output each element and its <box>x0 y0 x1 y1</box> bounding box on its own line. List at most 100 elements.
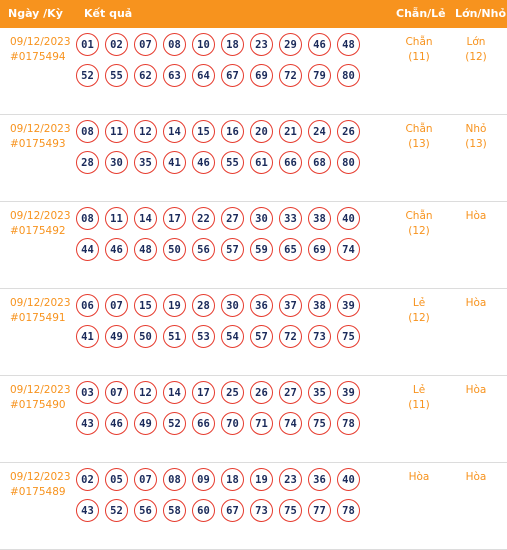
lon-nho-cell: Hòa <box>446 296 506 311</box>
number-ball: 02 <box>76 468 99 491</box>
number-ball: 28 <box>76 151 99 174</box>
number-ball: 10 <box>192 33 215 56</box>
number-ball: 70 <box>221 412 244 435</box>
number-ball: 55 <box>221 151 244 174</box>
table-header: Ngày /Kỳ Kết quả Chẵn/Lẻ Lớn/Nhỏ <box>0 0 507 28</box>
table-row: 09/12/2023 #0175494 01 02 07 08 10 18 23 29 46 48 52… <box>0 28 507 115</box>
number-ball: 25 <box>221 381 244 404</box>
result-numbers: 08 11 12 14 15 16 20 21 24 26 28 30 35 41 46 55 61 66 68 80 <box>76 120 366 174</box>
header-date: Ngày /Kỳ <box>8 7 63 20</box>
number-ball: 35 <box>134 151 157 174</box>
number-ball: 73 <box>308 325 331 348</box>
table-row: 09/12/2023 #0175492 08 11 14 17 22 27 30 33 38 40 44… <box>0 202 507 289</box>
number-ball: 03 <box>76 381 99 404</box>
number-ball: 61 <box>250 151 273 174</box>
number-ball: 57 <box>250 325 273 348</box>
number-ball: 08 <box>76 207 99 230</box>
draw-date: 09/12/2023 <box>10 297 71 309</box>
chan-le-count: (13) <box>408 138 430 150</box>
number-ball: 08 <box>163 33 186 56</box>
chan-le-cell: Chẵn (13) <box>389 122 449 152</box>
number-ball: 67 <box>221 64 244 87</box>
header-chan-le: Chẵn/Lẻ <box>396 7 446 20</box>
number-ball: 27 <box>221 207 244 230</box>
lon-nho-value: Hòa <box>465 384 487 396</box>
result-numbers: 01 02 07 08 10 18 23 29 46 48 52 55 62 63 64 67 69 72 79 80 <box>76 33 366 87</box>
chan-le-count: (12) <box>408 312 430 324</box>
result-numbers: 06 07 15 19 28 30 36 37 38 39 41 49 50 51 53 54 57 72 73 75 <box>76 294 366 348</box>
chan-le-cell: Hòa <box>389 470 449 485</box>
lon-nho-cell: Nhỏ (13) <box>446 122 506 152</box>
number-ball: 78 <box>337 499 360 522</box>
number-ball: 16 <box>221 120 244 143</box>
draw-id: #0175489 <box>10 486 66 498</box>
number-ball: 46 <box>105 412 128 435</box>
lon-nho-value: Hòa <box>465 210 487 222</box>
number-ball: 75 <box>279 499 302 522</box>
chan-le-cell: Chẵn (11) <box>389 35 449 65</box>
number-ball: 39 <box>337 294 360 317</box>
number-ball: 23 <box>250 33 273 56</box>
number-ball: 49 <box>134 412 157 435</box>
draw-date: 09/12/2023 <box>10 384 71 396</box>
number-ball: 26 <box>337 120 360 143</box>
number-ball: 50 <box>134 325 157 348</box>
number-ball: 19 <box>250 468 273 491</box>
number-ball: 07 <box>105 381 128 404</box>
number-ball: 30 <box>105 151 128 174</box>
lon-nho-value: Lớn <box>466 36 486 48</box>
number-ball: 36 <box>250 294 273 317</box>
draw-date: 09/12/2023 <box>10 471 71 483</box>
lon-nho-count: (13) <box>465 138 487 150</box>
number-ball: 48 <box>337 33 360 56</box>
table-row: 09/12/2023 #0175490 03 07 12 14 17 25 26 27 35 39 43… <box>0 376 507 463</box>
chan-le-cell: Lẻ (12) <box>389 296 449 326</box>
number-ball: 40 <box>337 468 360 491</box>
number-ball: 63 <box>163 64 186 87</box>
table-body: 09/12/2023 #0175494 01 02 07 08 10 18 23 29 46 48 52… <box>0 28 507 550</box>
number-ball: 51 <box>163 325 186 348</box>
number-ball: 66 <box>279 151 302 174</box>
number-ball: 41 <box>163 151 186 174</box>
number-ball: 07 <box>134 468 157 491</box>
number-ball: 75 <box>308 412 331 435</box>
number-ball: 09 <box>192 468 215 491</box>
number-ball: 15 <box>192 120 215 143</box>
number-ball: 21 <box>279 120 302 143</box>
number-ball: 39 <box>337 381 360 404</box>
draw-id: #0175494 <box>10 51 66 63</box>
number-ball: 67 <box>221 499 244 522</box>
number-ball: 80 <box>337 64 360 87</box>
number-ball: 28 <box>192 294 215 317</box>
draw-date-cell: 09/12/2023 #0175492 <box>10 209 71 239</box>
number-ball: 46 <box>105 238 128 261</box>
number-ball: 78 <box>337 412 360 435</box>
number-ball: 52 <box>105 499 128 522</box>
number-ball: 74 <box>337 238 360 261</box>
number-ball: 07 <box>105 294 128 317</box>
number-ball: 77 <box>308 499 331 522</box>
number-ball: 60 <box>192 499 215 522</box>
draw-id: #0175493 <box>10 138 66 150</box>
chan-le-value: Lẻ <box>412 297 426 309</box>
result-numbers: 08 11 14 17 22 27 30 33 38 40 44 46 48 50 56 57 59 65 69 74 <box>76 207 366 261</box>
number-ball: 01 <box>76 33 99 56</box>
number-ball: 73 <box>250 499 273 522</box>
number-ball: 38 <box>308 294 331 317</box>
number-ball: 52 <box>163 412 186 435</box>
number-ball: 36 <box>308 468 331 491</box>
result-numbers: 02 05 07 08 09 18 19 23 36 40 43 52 56 58 60 67 73 75 77 78 <box>76 468 366 522</box>
number-ball: 18 <box>221 468 244 491</box>
number-ball: 75 <box>337 325 360 348</box>
number-ball: 72 <box>279 325 302 348</box>
number-ball: 22 <box>192 207 215 230</box>
number-ball: 66 <box>192 412 215 435</box>
lon-nho-value: Hòa <box>465 471 487 483</box>
number-ball: 27 <box>279 381 302 404</box>
number-ball: 50 <box>163 238 186 261</box>
number-ball: 24 <box>308 120 331 143</box>
number-ball: 48 <box>134 238 157 261</box>
result-numbers: 03 07 12 14 17 25 26 27 35 39 43 46 49 52 66 70 71 74 75 78 <box>76 381 366 435</box>
number-ball: 52 <box>76 64 99 87</box>
table-row: 09/12/2023 #0175493 08 11 12 14 15 16 20 21 24 26 28… <box>0 115 507 202</box>
